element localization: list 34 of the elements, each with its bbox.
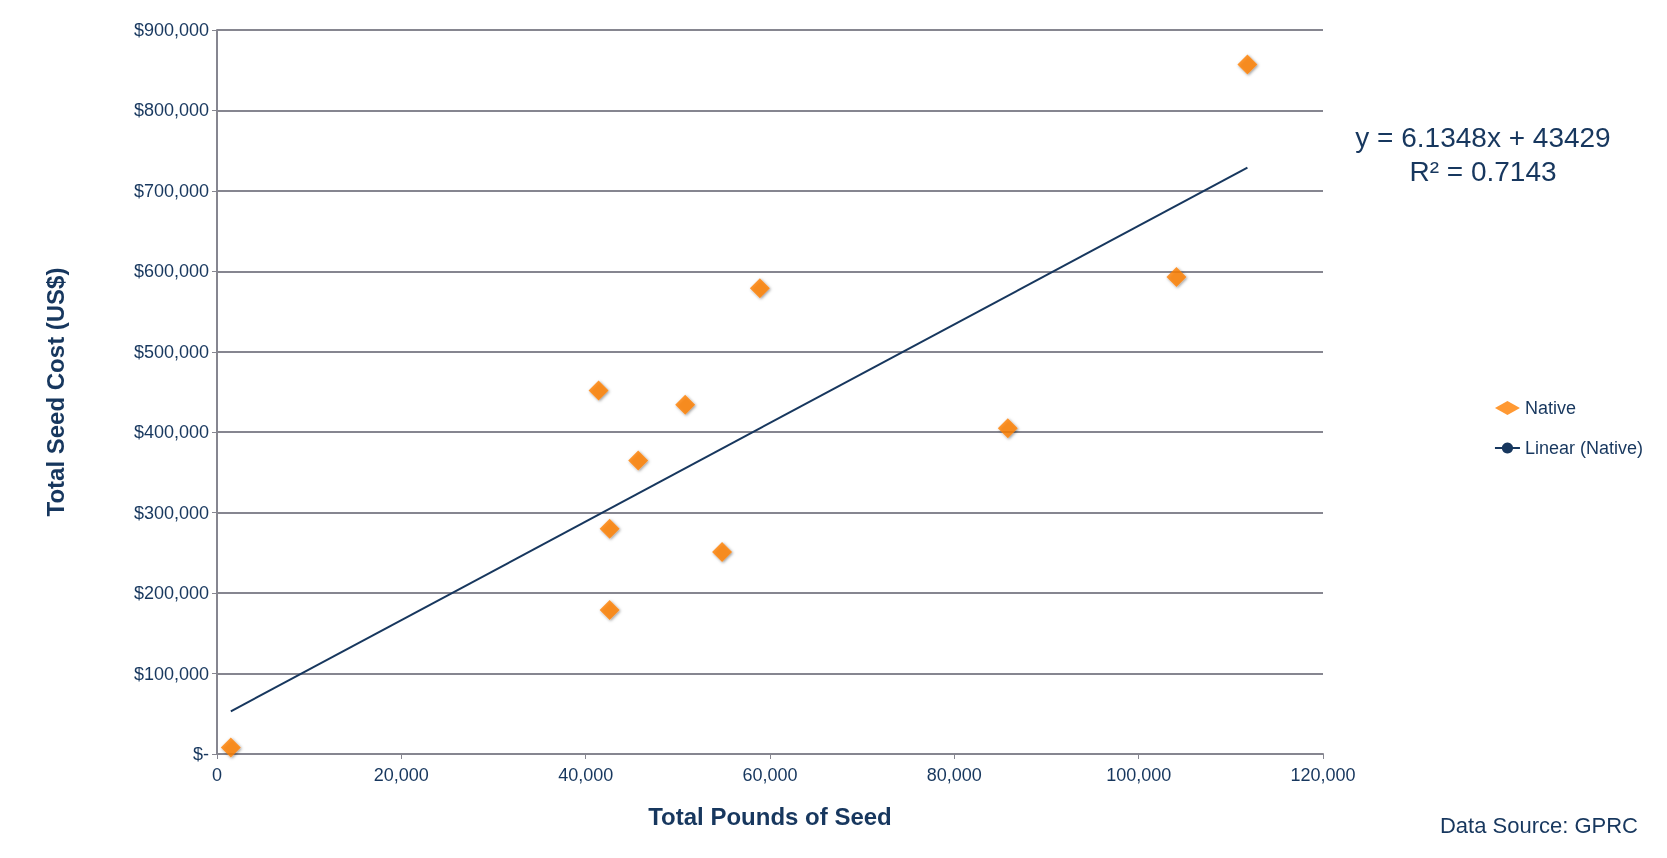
point — [628, 450, 649, 471]
y-tick-label: $900,000 — [133, 20, 209, 40]
legend-label: Linear (Native) — [1524, 438, 1643, 458]
y-tick-label: $100,000 — [133, 663, 209, 684]
x-axis-title: Total Pounds of Seed — [648, 802, 892, 830]
point — [599, 600, 620, 620]
y-tick-label: $400,000 — [133, 422, 209, 443]
point — [997, 418, 1018, 439]
point — [675, 394, 696, 415]
point — [1166, 266, 1187, 287]
point — [220, 737, 241, 758]
point — [749, 278, 770, 299]
point — [1237, 54, 1258, 75]
y-tick-label: $600,000 — [133, 261, 209, 282]
legend-label: Native — [1524, 398, 1576, 418]
y-tick-label: $500,000 — [133, 341, 209, 362]
point — [588, 380, 609, 401]
y-tick-label: $- — [192, 744, 209, 764]
x-tick-label: 40,000 — [558, 765, 614, 785]
y-axis-title: Total Seed Cost (US$) — [41, 267, 69, 517]
y-tick-label: $800,000 — [133, 100, 209, 121]
point — [712, 542, 733, 563]
point — [599, 518, 620, 539]
x-tick-label: 20,000 — [373, 765, 429, 785]
x-tick-label: 100,000 — [1106, 765, 1172, 785]
x-tick-label: 0 — [211, 765, 223, 785]
y-tick-label: $200,000 — [133, 583, 209, 604]
y-tick-label: $300,000 — [133, 502, 209, 523]
text: y = 6.1348x + 43429 R² = 0.7143 — [1355, 121, 1611, 187]
y-tick-label: $700,000 — [133, 180, 209, 201]
x-tick-label: 80,000 — [926, 765, 982, 785]
x-tick-label: 60,000 — [742, 765, 798, 785]
x-tick-label: 120,000 — [1290, 765, 1356, 785]
source-note: Data Source: GPRC — [1439, 812, 1639, 838]
